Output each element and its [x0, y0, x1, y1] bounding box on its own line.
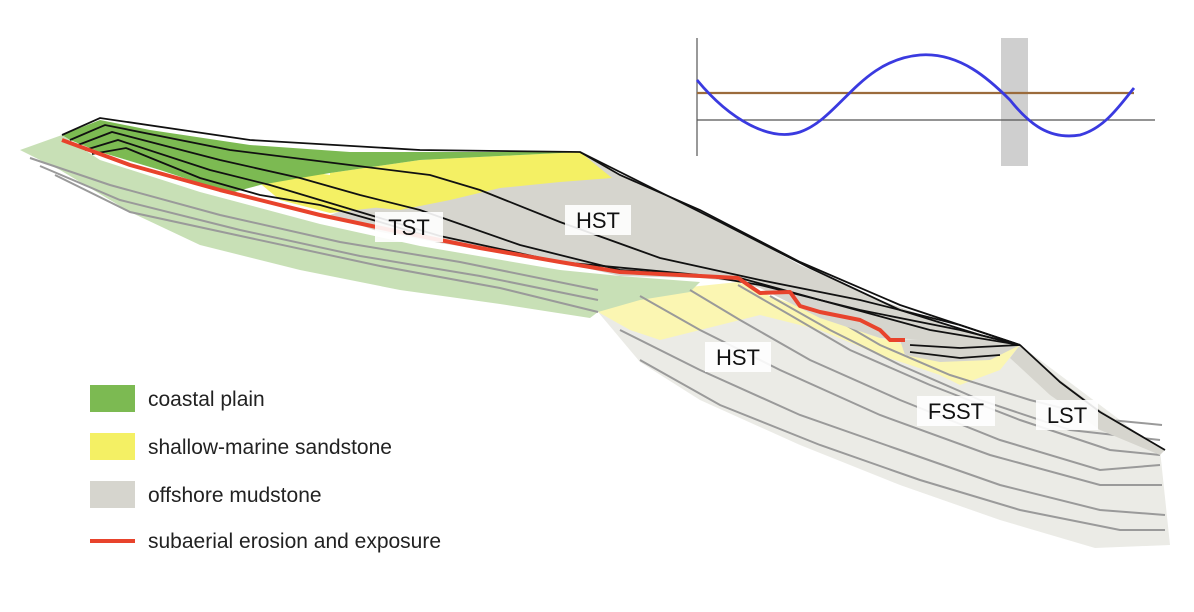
upper-marine-sand-2	[250, 172, 400, 213]
hst-lower-label: HST	[716, 345, 760, 370]
lower-coastal-shelf	[20, 135, 700, 318]
systems-tract-labels: TST HST HST FSST LST	[375, 205, 1098, 430]
hst-lower-label-box	[705, 342, 771, 372]
legend: coastal plain shallow-marine sandstone o…	[90, 385, 441, 553]
legend-label-coastal-plain: coastal plain	[148, 388, 265, 411]
sea-level-inset	[695, 38, 1155, 166]
erosion-surface	[61, 138, 905, 342]
legend-label-offshore-mud: offshore mudstone	[148, 484, 322, 507]
legend-label-erosion: subaerial erosion and exposure	[148, 530, 441, 553]
fsst-label: FSST	[928, 399, 984, 424]
upper-strata-lines	[61, 117, 1166, 451]
hst-upper-label: HST	[576, 208, 620, 233]
lst-label-box	[1036, 400, 1098, 430]
inset-highlight-band	[1001, 38, 1028, 166]
lst-label: LST	[1047, 403, 1087, 428]
lower-strata-lines	[29, 157, 1166, 531]
tst-label: TST	[388, 215, 430, 240]
legend-swatch-shallow-marine	[90, 433, 135, 460]
tst-label-box	[375, 212, 443, 242]
legend-label-shallow-marine: shallow-marine sandstone	[148, 436, 392, 459]
upper-marine-sand	[330, 152, 612, 210]
inset-sea-level-curve	[695, 53, 1136, 138]
hst-upper-label-box	[565, 205, 631, 235]
legend-swatch-offshore-mud	[90, 481, 135, 508]
upper-sequence	[61, 117, 1166, 455]
legend-swatch-coastal-plain	[90, 385, 135, 412]
fsst-label-box	[917, 396, 995, 426]
